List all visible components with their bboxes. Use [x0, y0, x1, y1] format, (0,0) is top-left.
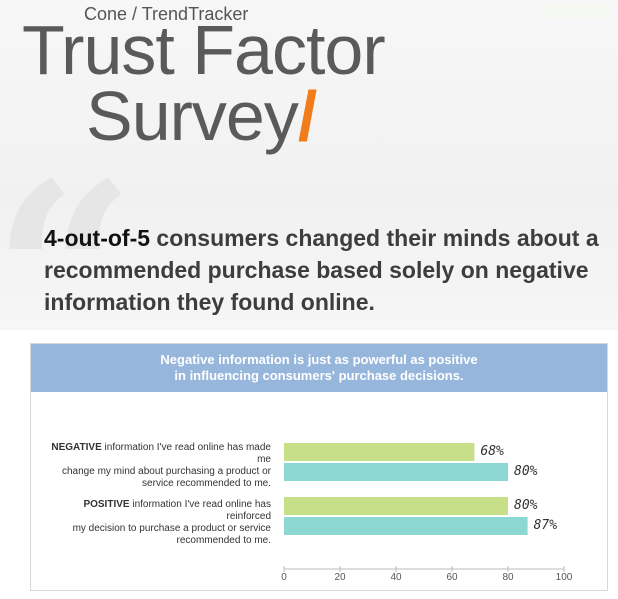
category-label-positive: POSITIVE information I've read online ha… [41, 499, 271, 547]
positive-text-3: recommended to me. [176, 535, 272, 546]
category-label-negative: NEGATIVE information I've read online ha… [41, 442, 271, 490]
category-label-negative-line1: NEGATIVE information I've read online ha… [41, 442, 271, 466]
bar-chart [283, 443, 565, 572]
data-label: 80% [514, 464, 538, 479]
x-tick-label: 0 [281, 572, 287, 583]
quote-body: consumers changed their minds about a re… [44, 225, 599, 315]
negative-text-2: change my mind about purchasing a produc… [61, 466, 271, 477]
data-label: 87% [533, 518, 558, 533]
bar-negative-2 [284, 463, 508, 481]
negative-text-3: service recommended to me. [142, 478, 271, 489]
quote-highlight: 4-out-of-5 [44, 225, 151, 251]
positive-text-2: my decision to purchase a product or ser… [72, 523, 271, 534]
data-label: 80% [514, 498, 538, 513]
page-title: Trust Factor [22, 11, 386, 89]
corner-decoration [544, 4, 610, 18]
header-background [0, 0, 618, 330]
chart-title-line1: Negative information is just as powerful… [160, 352, 478, 367]
page-title-second-line: Survey/ [86, 77, 317, 155]
data-label: 68% [480, 444, 504, 459]
x-tick-label: 40 [390, 572, 402, 583]
bar-positive-2 [284, 517, 528, 535]
source-label: Cone / TrendTracker [84, 4, 249, 24]
title-word: Survey [86, 77, 299, 155]
x-tick-label: 80 [502, 572, 514, 583]
title-slash: / [297, 77, 317, 155]
positive-text-1: information I've read online has reinfor… [129, 499, 271, 522]
positive-keyword: POSITIVE [83, 499, 130, 510]
negative-keyword: NEGATIVE [51, 442, 102, 453]
x-tick-label: 20 [334, 572, 346, 583]
chart-panel: Negative information is just as powerful… [30, 343, 608, 591]
category-label-positive-line1: POSITIVE information I've read online ha… [41, 499, 271, 523]
chart-title: Negative information is just as powerful… [31, 344, 607, 392]
quote-text: 4-out-of-5 consumers changed their minds… [44, 222, 609, 318]
chart-title-line2: in influencing consumers' purchase decis… [174, 368, 464, 383]
x-tick-label: 100 [555, 572, 573, 583]
negative-text-1: information I've read online has made me [101, 442, 271, 465]
bar-negative-1 [284, 443, 475, 461]
bar-positive-1 [284, 497, 508, 515]
x-tick-label: 60 [446, 572, 458, 583]
